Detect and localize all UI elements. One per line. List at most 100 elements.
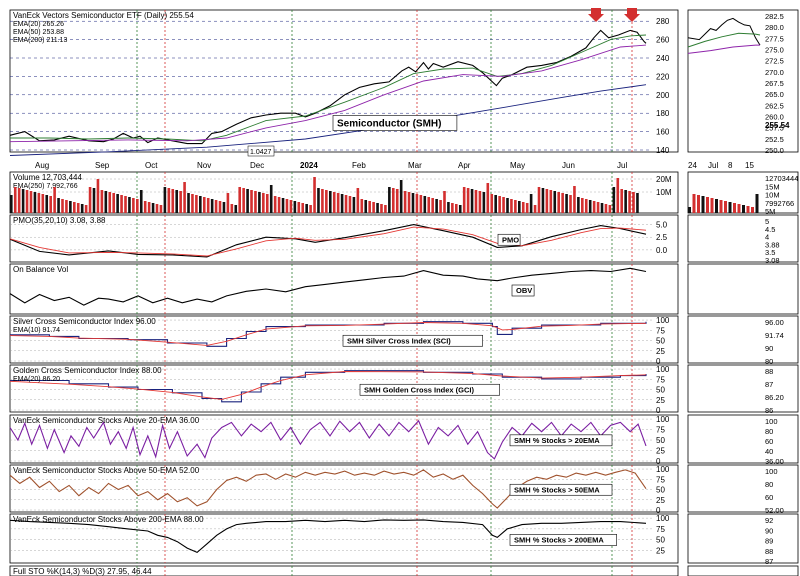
- x-axis-label: Oct: [145, 161, 158, 170]
- series-line-pmo-signal: [9, 226, 647, 257]
- volume-bar: [403, 191, 407, 213]
- zoom-y-tick-label: 275.0: [765, 46, 784, 55]
- volume-bar: [451, 203, 454, 213]
- volume-bar: [348, 196, 352, 213]
- volume-bar: [537, 187, 541, 213]
- zoom-y-tick-label: 100: [765, 417, 778, 426]
- x-axis-label: Nov: [197, 161, 211, 170]
- zoom-x-axis-label: Jul: [708, 161, 718, 170]
- y-tick-label: 240: [656, 54, 670, 63]
- zoom-y-tick-label: 5: [765, 217, 769, 226]
- zoom-y-tick-label: 250.0: [765, 146, 784, 155]
- zoom-volume-bar: [746, 206, 750, 213]
- zoom-volume-bar: [742, 205, 745, 213]
- zoom-frame-above50: [687, 464, 799, 513]
- volume-bar: [305, 204, 308, 213]
- volume-bar: [423, 196, 427, 213]
- y-tick-label: 220: [656, 72, 670, 81]
- volume-bar: [561, 193, 564, 213]
- volume-bar: [419, 195, 423, 213]
- volume-bar: [545, 189, 549, 213]
- zoom-x-axis-label: 8: [728, 161, 733, 170]
- series-line-price-close: [9, 29, 647, 145]
- zoom-volume-bar: [751, 207, 754, 213]
- zoom-volume-bar: [733, 203, 736, 213]
- zoom-close-value: 255.54: [765, 121, 790, 130]
- volume-bar: [494, 195, 497, 213]
- zoom-y-tick-label: 12703444: [765, 174, 798, 183]
- zoom-y-tick-label: 60: [765, 493, 773, 502]
- volume-bar: [309, 205, 312, 213]
- series-line-price-ema50: [9, 44, 647, 143]
- zoom-y-tick-label: 80: [765, 357, 773, 366]
- volume-bar: [80, 204, 84, 213]
- legend-text-volume: Volume 12,703,444: [13, 173, 82, 182]
- zoom-series-line-price-close: [687, 17, 761, 46]
- volume-bar: [321, 189, 324, 213]
- volume-bar: [100, 190, 104, 213]
- zoom-y-tick-label: 60: [765, 437, 773, 446]
- volume-bar: [565, 194, 568, 213]
- zoom-y-tick-label: 40: [765, 447, 773, 456]
- volume-bar: [218, 201, 222, 213]
- legend-text-price: EMA(20) 265.26: [13, 21, 64, 28]
- panel-label-above20: SMH % Stocks > 20EMA: [514, 436, 600, 445]
- x-axis-label: Apr: [458, 161, 471, 170]
- volume-bar: [139, 190, 143, 213]
- zoom-volume-bar: [701, 196, 705, 213]
- series-line-obv-obv: [9, 267, 647, 306]
- zoom-frame-sto: [687, 565, 799, 576]
- zoom-y-tick-label: 265.0: [765, 90, 784, 99]
- volume-bar: [624, 190, 627, 213]
- volume-bar: [191, 194, 194, 213]
- volume-bar: [447, 202, 450, 213]
- zoom-y-tick-label: 87: [765, 557, 773, 566]
- y-tick-label: 280: [656, 17, 670, 26]
- volume-bar: [234, 205, 238, 213]
- volume-bar: [17, 188, 21, 213]
- volume-bar: [368, 201, 371, 213]
- volume-bar: [620, 189, 624, 213]
- volume-bar: [533, 205, 537, 213]
- volume-bar: [352, 197, 356, 213]
- y-tick-label: 0: [656, 506, 661, 515]
- zoom-y-tick-label: 270.0: [765, 68, 784, 77]
- volume-bar: [242, 188, 245, 213]
- panel-label-price: Semiconductor (SMH): [337, 118, 441, 129]
- y-tick-label: 75: [656, 326, 665, 335]
- volume-bar: [336, 193, 340, 213]
- zoom-y-tick-label: 88: [765, 367, 773, 376]
- volume-bar: [285, 199, 289, 213]
- panel-label-box: [511, 284, 535, 297]
- panel-label-pmo: PMO: [502, 235, 519, 244]
- y-tick-label: 100: [656, 365, 670, 374]
- volume-bar: [214, 200, 218, 213]
- zoom-volume-bar: [715, 199, 718, 213]
- volume-bar: [439, 200, 442, 213]
- series-line-above200-pct: [9, 519, 647, 554]
- y-tick-label: 20M: [656, 175, 672, 184]
- series-line-price-ema20: [10, 34, 647, 142]
- zoom-volume-bar: [755, 194, 759, 213]
- zoom-y-tick-label: 277.5: [765, 34, 784, 43]
- legend-text-sci: EMA(10) 91.74: [13, 327, 60, 334]
- volume-bar: [202, 197, 206, 213]
- volume-bar: [486, 183, 490, 213]
- volume-bar: [167, 188, 171, 213]
- legend-text-price: EMA(200) 211.13: [13, 37, 67, 44]
- volume-bar: [549, 190, 553, 213]
- volume-bar: [29, 191, 33, 213]
- volume-bar: [124, 196, 127, 213]
- x-axis-label: May: [510, 161, 525, 170]
- y-tick-label: 2.5: [656, 233, 668, 242]
- zoom-frame-above200: [687, 513, 799, 564]
- y-tick-label: 0.0: [656, 246, 668, 255]
- volume-bar: [411, 193, 415, 213]
- volume-bar: [179, 191, 182, 213]
- y-tick-label: 50: [656, 486, 665, 495]
- price-marker-text: 1.0427: [250, 149, 272, 156]
- y-tick-label: 0: [656, 406, 661, 415]
- volume-bar: [132, 198, 135, 213]
- volume-bar: [262, 193, 265, 213]
- x-axis-label: Mar: [408, 161, 422, 170]
